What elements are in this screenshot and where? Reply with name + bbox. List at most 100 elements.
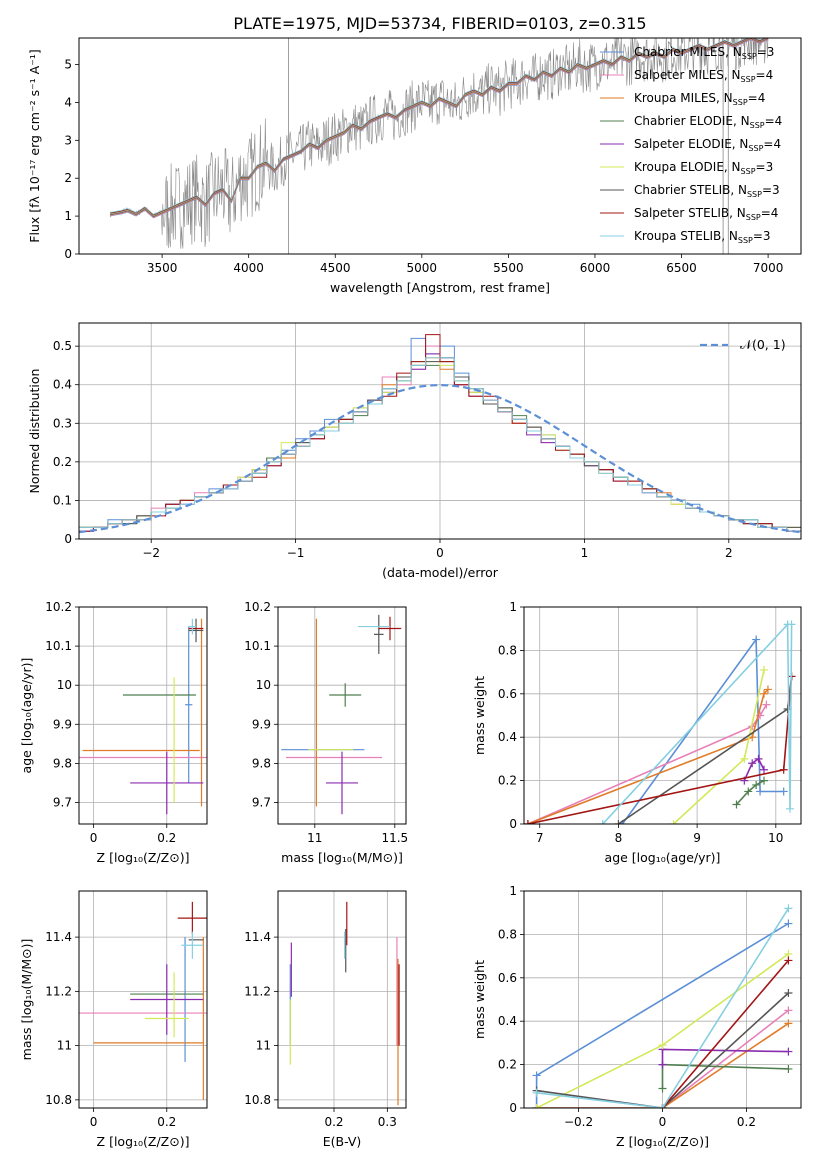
x-axis-label: wavelength [Angstrom, rest frame] [330,280,550,295]
errorbar-point [329,683,362,707]
x-axis-label: age [log₁₀(age/yr)] [605,850,721,865]
weight-marker [748,759,757,768]
errorbar-point [130,751,204,815]
weight-marker [784,988,793,997]
weight-marker [524,820,532,824]
y-tick-label: 0.4 [498,1014,517,1028]
y-tick-label: 11.2 [45,984,72,998]
weight-marker [784,956,793,965]
y-tick-label: 0.2 [498,774,517,788]
y-tick-label: 0 [509,817,517,831]
x-tick-label: 0.2 [737,1115,756,1129]
legend-entry: Kroupa STELIB, NSSP=3 [634,229,771,245]
legend-count: =3 [756,160,774,174]
weight-marker [532,1071,541,1080]
y-tick-label: 10.2 [45,600,72,614]
y-tick-label: 1 [509,600,517,614]
x-tick-label: 9 [693,831,701,845]
errorbar-point [130,964,204,1035]
legend-sub: SSP [733,98,748,107]
x-tick-label: 10 [768,831,783,845]
x-tick-label: 0.2 [324,1115,343,1129]
x-tick-label: 0.2 [157,1115,176,1129]
legend-count: =3 [762,183,780,197]
errorbar-point [378,616,402,641]
legend-entry: Salpeter ELODIE, NSSP=4 [634,137,781,153]
weight-marker [779,787,788,796]
y-axis-label: Flux [fλ 10⁻¹⁷ erg cm⁻² s⁻¹ A⁻¹] [27,49,42,242]
y-axis-label: Normed distribution [27,369,42,494]
x-tick-label: 3500 [147,261,178,275]
weight-marker [784,1019,793,1028]
x-tick-label: 4000 [233,261,264,275]
weight-marker [658,1060,667,1069]
legend-sub: SSP [746,213,761,222]
legend-sub: SSP [748,144,763,153]
plot-area [79,901,207,1100]
legend-sub: SSP [738,236,753,245]
legend-sub: SSP [741,75,756,84]
panel-Z-mass: 0 0.2 10.8 11 11.2 11.4 Z [log₁₀(Z/Z⊙)] mass [l… [19,890,208,1149]
y-tick-label: 0.1 [53,493,72,507]
axes-frame [523,890,802,1109]
x-tick-label: −2 [142,546,160,560]
weight-series [527,704,768,824]
normal-curve [79,383,801,534]
y-tick-label: 0.3 [53,416,72,430]
panel-Z-age: 0 0.2 9.7 9.8 9.9 10 10.1 10.2 Z [log₁₀(Z/Z⊙)] ag… [19,600,208,865]
weight-marker [760,765,769,774]
weight-marker [785,804,794,813]
weight-marker [756,787,765,796]
weight-marker [787,620,796,629]
weight-series [743,757,765,781]
axes-frame [78,37,802,255]
weight-marker [760,689,769,698]
plot-area [79,334,801,539]
axes-frame [523,606,802,825]
weight-series [672,669,765,824]
legend-entry: Kroupa MILES, NSSP=4 [634,91,765,107]
y-tick-label: 1 [509,884,517,898]
errorbar-point [374,614,384,654]
weight-marker [763,685,772,694]
legend-entry: Chabrier ELODIE, NSSP=4 [634,114,782,130]
axes-frame [277,606,407,825]
y-tick-label: 11.4 [45,930,72,944]
legend-sub: SSP [742,52,757,61]
errorbar-point [185,626,193,783]
weight-series [536,907,790,1108]
y-tick-label: 0.6 [498,687,517,701]
x-axis-label: Z [log₁₀(Z/Z⊙)] [616,1134,709,1149]
axes-frame [277,890,407,1109]
x-tick-label: −0.2 [564,1115,593,1129]
weight-marker [784,1064,793,1073]
y-tick-label: 10 [256,678,271,692]
errorbar-point [177,901,207,935]
plot-area [532,904,793,1108]
y-tick-label: 9.8 [252,756,271,770]
y-tick-label: 4 [64,95,72,109]
weight-marker [740,754,749,763]
panel-residuals: −2 −1 0 1 2 0 0.1 0.2 0.3 0.4 0.5 (data-model)/erro… [27,322,802,580]
legend: Chabrier MILES, NSSP=3 Salpeter MILES, NS… [600,45,782,245]
weight-marker [752,780,761,789]
y-tick-label: 0 [509,1101,517,1115]
x-tick-label: 11 [307,831,322,845]
y-axis-label: mass [log₁₀(M/M⊙)] [19,939,34,1061]
weight-marker [658,1041,667,1050]
y-tick-label: 9.7 [53,795,72,809]
data-spectrum [109,38,769,249]
weight-marker [614,820,623,824]
panel-EBV-mass: 0.2 0.3 10.8 11 11.2 11.4 E(B-V) [244,890,407,1149]
axes-frame [78,322,802,540]
legend-count: =4 [765,114,783,128]
x-tick-label: 11.5 [381,831,408,845]
y-tick-label: 11.2 [244,984,271,998]
legend-count: =4 [761,206,779,220]
weight-marker [732,800,741,809]
errorbar-point [188,618,204,643]
y-tick-label: 0 [64,532,72,546]
panel-Z-weight: −0.2 0 0.2 0 0.2 0.4 0.6 0.8 1 Z [log₁₀(Z/Z⊙)] mas… [472,884,802,1149]
plot-area [524,620,796,824]
weight-series [536,992,789,1108]
